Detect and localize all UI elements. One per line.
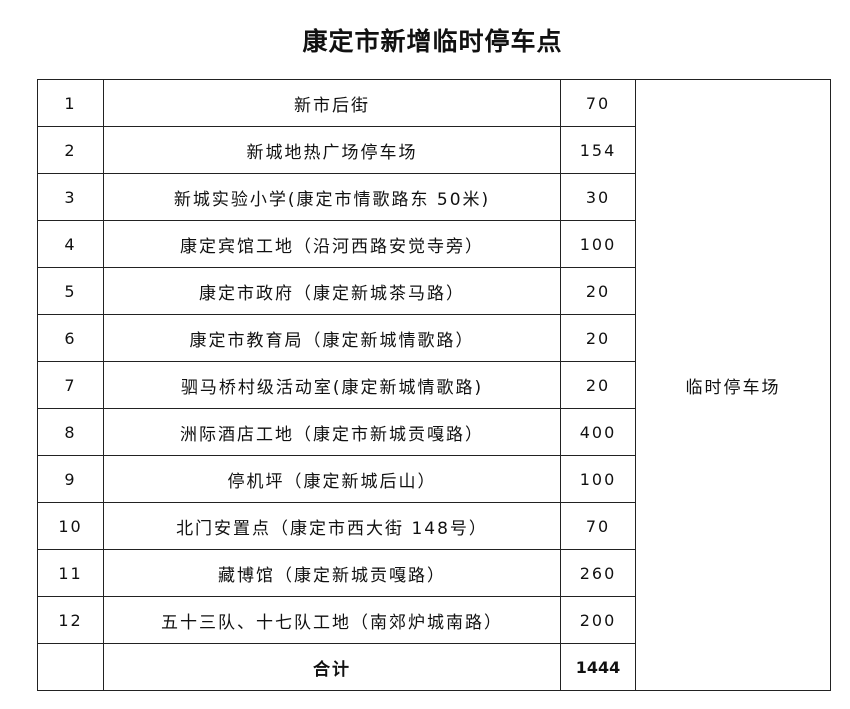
page-title: 康定市新增临时停车点 [302, 27, 563, 56]
parking-count: 100 [560, 455, 636, 503]
row-number: 9 [37, 455, 104, 503]
location-name: 洲际酒店工地（康定市新城贡嘎路） [103, 408, 561, 456]
row-number: 12 [37, 596, 104, 644]
total-label: 合计 [103, 643, 561, 691]
table-row: 6 康定市教育局（康定新城情歌路） 20 [37, 314, 831, 362]
row-number: 3 [37, 173, 104, 221]
location-name: 新市后街 [103, 79, 561, 127]
total-number-cell [37, 643, 104, 691]
parking-count: 100 [560, 220, 636, 268]
row-number: 2 [37, 126, 104, 174]
location-name: 康定市政府（康定新城茶马路） [103, 267, 561, 315]
parking-table: 1 新市后街 70 临时停车场 2 新城地热广场停车场 154 3 新城实验小学(康定市情歌路东… [37, 79, 831, 691]
parking-count: 154 [560, 126, 636, 174]
parking-count: 20 [560, 267, 636, 315]
table-row: 3 新城实验小学(康定市情歌路东 50米) 30 [37, 173, 831, 221]
table-row: 10 北门安置点（康定市西大街 148号） 70 [37, 502, 831, 550]
row-number: 5 [37, 267, 104, 315]
location-name: 康定宾馆工地（沿河西路安觉寺旁） [103, 220, 561, 268]
location-name: 康定市教育局（康定新城情歌路） [103, 314, 561, 362]
row-number: 7 [37, 361, 104, 409]
parking-count: 70 [560, 502, 636, 550]
table-row: 8 洲际酒店工地（康定市新城贡嘎路） 400 [37, 408, 831, 456]
location-name: 停机坪（康定新城后山） [103, 455, 561, 503]
parking-count: 70 [560, 79, 636, 127]
row-number: 10 [37, 502, 104, 550]
parking-count: 400 [560, 408, 636, 456]
row-number: 11 [37, 549, 104, 597]
row-number: 1 [37, 79, 104, 127]
parking-type: 临时停车场 [635, 79, 831, 691]
location-name: 驷马桥村级活动室(康定新城情歌路) [103, 361, 561, 409]
total-row: 合计 1444 [37, 643, 831, 691]
parking-count: 20 [560, 361, 636, 409]
table-row: 9 停机坪（康定新城后山） 100 [37, 455, 831, 503]
parking-count: 20 [560, 314, 636, 362]
row-number: 6 [37, 314, 104, 362]
table-row: 1 新市后街 70 临时停车场 [37, 79, 831, 691]
parking-count: 260 [560, 549, 636, 597]
location-name: 五十三队、十七队工地（南郊炉城南路） [103, 596, 561, 644]
location-name: 北门安置点（康定市西大街 148号） [103, 502, 561, 550]
table-row: 11 藏博馆（康定新城贡嘎路） 260 [37, 549, 831, 597]
parking-count: 200 [560, 596, 636, 644]
row-number: 4 [37, 220, 104, 268]
row-number: 8 [37, 408, 104, 456]
table-row: 5 康定市政府（康定新城茶马路） 20 [37, 267, 831, 315]
parking-count: 30 [560, 173, 636, 221]
location-name: 新城地热广场停车场 [103, 126, 561, 174]
table-row: 12 五十三队、十七队工地（南郊炉城南路） 200 [37, 596, 831, 644]
location-name: 藏博馆（康定新城贡嘎路） [103, 549, 561, 597]
total-count: 1444 [560, 643, 636, 691]
location-name: 新城实验小学(康定市情歌路东 50米) [103, 173, 561, 221]
